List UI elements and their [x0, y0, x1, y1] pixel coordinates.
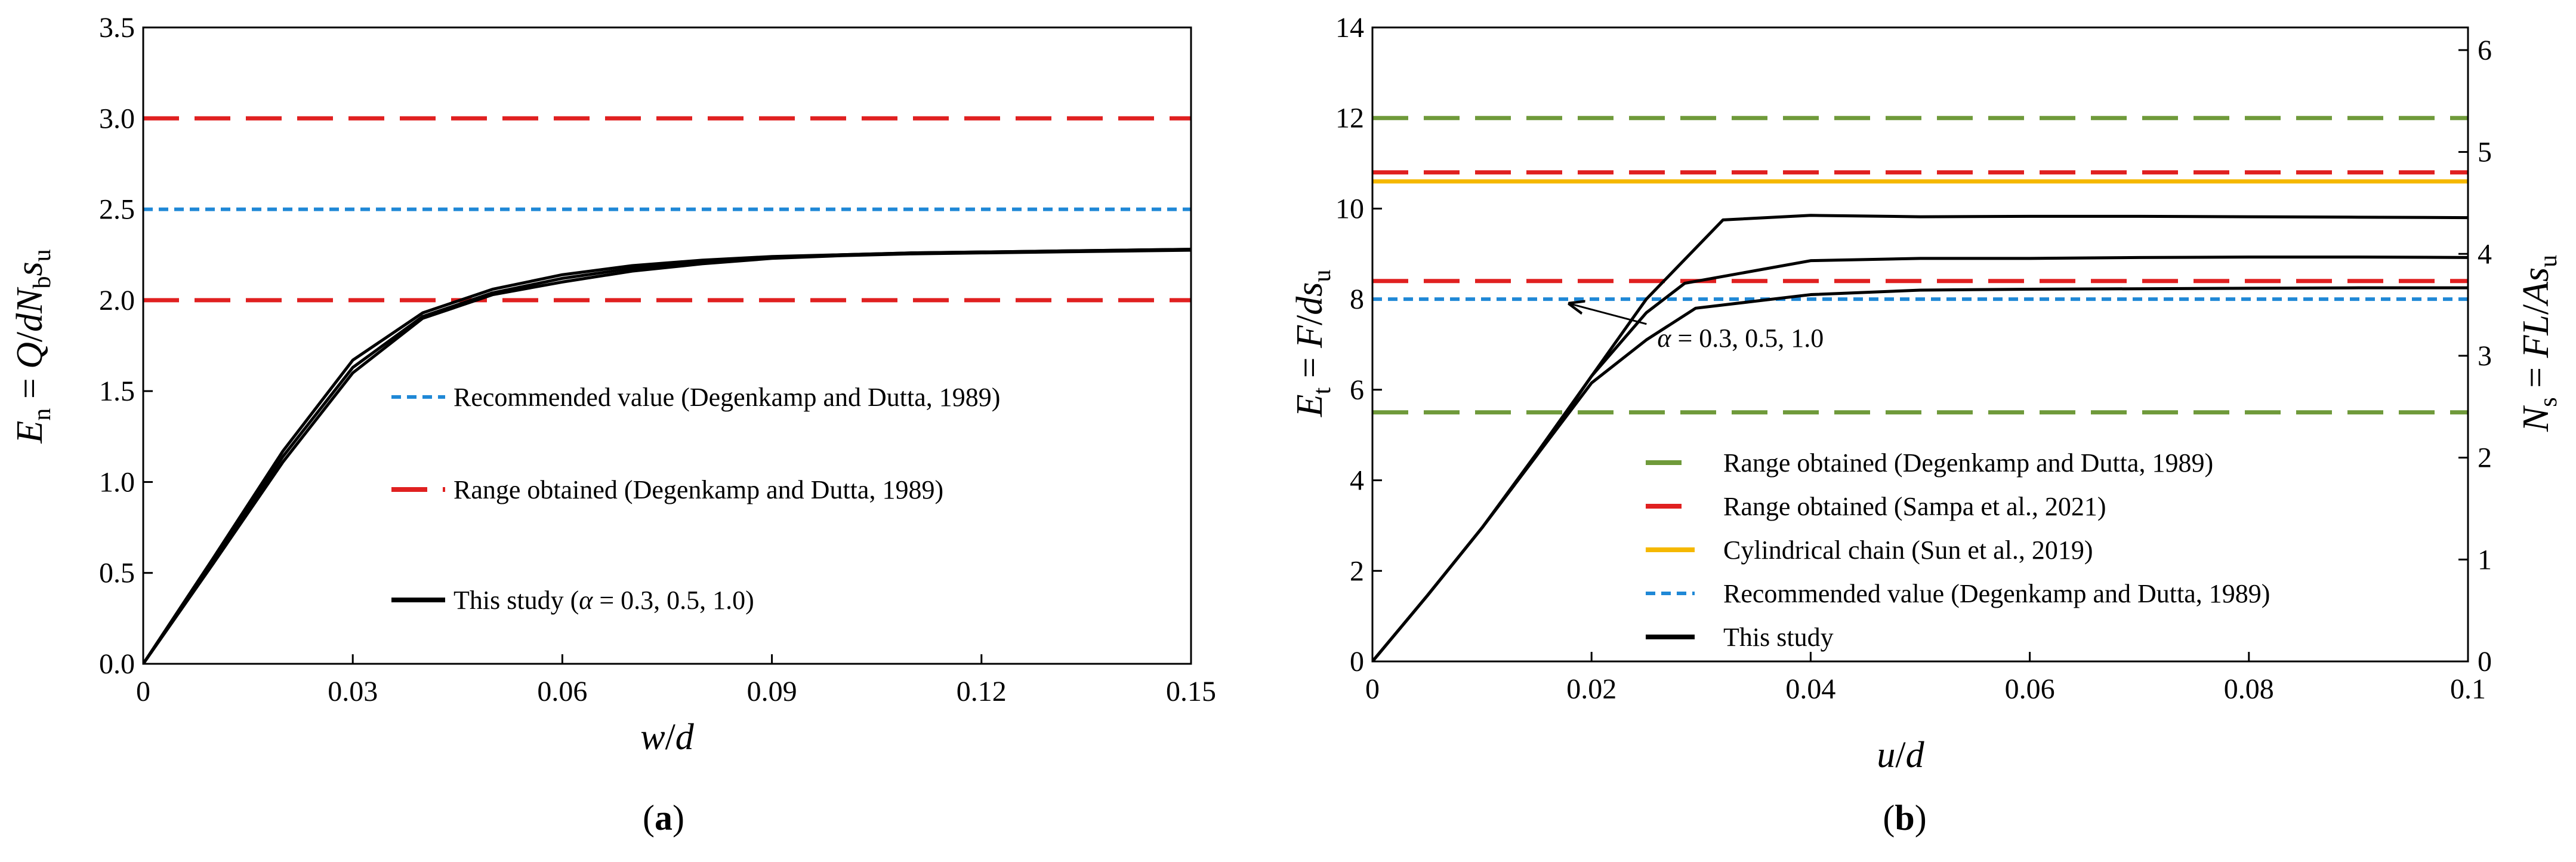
x-tick-label: 0.15	[1166, 676, 1216, 707]
chart-b-plot-frame	[1371, 26, 2469, 663]
y-tick-label: 3.0	[99, 103, 135, 134]
y2-tick-label: 5	[2478, 137, 2492, 168]
chart-b-reference-lines	[1372, 116, 2468, 415]
y-tick-label: 2.5	[99, 194, 135, 226]
y-tick-label: 3.5	[99, 12, 135, 44]
y-tick-label: 6	[1350, 374, 1364, 406]
y2-tick-label: 4	[2478, 238, 2492, 270]
chart-b-legend: Range obtained (Degenkamp and Dutta, 198…	[1646, 448, 2270, 652]
x-tick-label: 0.1	[2450, 673, 2486, 705]
y-tick-label: 0.5	[99, 558, 135, 589]
chart-b-legend-label-range-degenkamp: Range obtained (Degenkamp and Dutta, 198…	[1723, 448, 2213, 478]
y2-tick-label: 0	[2478, 646, 2492, 678]
y-tick-label: 1.5	[99, 375, 135, 407]
chart-b-series	[1372, 214, 2468, 661]
y-tick-label: 12	[1335, 103, 1364, 134]
x-tick-label: 0.03	[328, 676, 378, 707]
chart-b-ticks	[1371, 26, 2469, 663]
chart-a-legend-label-recommended: Recommended value (Degenkamp and Dutta, …	[454, 383, 1000, 412]
x-tick-label: 0.04	[1785, 673, 1835, 705]
x-tick-label: 0.06	[2005, 673, 2055, 705]
chart-a: 0 0.03 0.06 0.09 0.12 0.15 0.0 0.5 1.0 1.5 2.0 2.5…	[10, 12, 1216, 838]
chart-b-legend-label-cylindrical: Cylindrical chain (Sun et al., 2019)	[1723, 535, 2093, 565]
chart-b-y2-axis-label: Ns = FL/Asu	[2516, 255, 2562, 432]
x-tick-label: 0.12	[957, 676, 1007, 707]
chart-a-y-axis-label: En = Q/dNbsu	[10, 249, 56, 444]
y-tick-label: 8	[1350, 284, 1364, 315]
y2-tick-label: 2	[2478, 442, 2492, 474]
chart-a-y-tick-labels: 0.0 0.5 1.0 1.5 2.0 2.5 3.0 3.5	[99, 12, 135, 680]
y-tick-label: 14	[1335, 12, 1364, 44]
y-tick-label: 10	[1335, 193, 1364, 224]
chart-b-annotation-text: α = 0.3, 0.5, 1.0	[1657, 324, 1824, 353]
chart-a-legend-label-this-study: This study (α = 0.3, 0.5, 1.0)	[454, 586, 754, 615]
x-tick-label: 0	[1365, 673, 1380, 705]
y2-tick-label: 6	[2478, 35, 2492, 66]
panel-a-label: (a)	[643, 798, 684, 838]
panel-b-label: (b)	[1883, 798, 1926, 838]
chart-b-x-tick-labels: 0 0.02 0.04 0.06 0.08 0.1	[1365, 673, 2486, 705]
x-tick-label: 0.06	[537, 676, 587, 707]
chart-a-ticks	[142, 26, 1192, 665]
series-line	[1372, 214, 2468, 661]
chart-b-x-axis-label: u/d	[1877, 735, 1924, 775]
chart-b-legend-label-range-sampa: Range obtained (Sampa et al., 2021)	[1723, 492, 2106, 521]
x-tick-label: 0.08	[2224, 673, 2274, 705]
series-line	[143, 248, 1191, 664]
chart-b-y2-tick-labels: 0 1 2 3 4 5 6	[2478, 35, 2492, 678]
chart-b-legend-label-this-study: This study	[1723, 623, 1834, 652]
chart-b-annotation-arrow	[1569, 304, 1647, 325]
y-tick-label: 4	[1350, 465, 1364, 497]
x-tick-label: 0.02	[1566, 673, 1616, 705]
chart-a-x-axis-label: w/d	[640, 717, 695, 758]
chart-a-legend: Recommended value (Degenkamp and Dutta, …	[391, 383, 1000, 615]
y-tick-label: 0	[1350, 646, 1364, 678]
chart-b-legend-label-recommended: Recommended value (Degenkamp and Dutta, …	[1723, 579, 2270, 608]
chart-a-plot-frame	[142, 26, 1192, 665]
y-tick-label: 2	[1350, 555, 1364, 587]
y-tick-label: 2.0	[99, 285, 135, 316]
y2-tick-label: 3	[2478, 340, 2492, 372]
chart-b-y-tick-labels: 0 2 4 6 8 10 12 14	[1335, 12, 1364, 678]
chart-a-series	[143, 248, 1191, 664]
x-tick-label: 0.09	[747, 676, 797, 707]
y-tick-label: 1.0	[99, 466, 135, 498]
chart-a-legend-label-range: Range obtained (Degenkamp and Dutta, 198…	[454, 475, 943, 504]
chart-b-y-axis-label: Et = F/dsu	[1289, 270, 1336, 418]
x-tick-label: 0	[136, 676, 150, 707]
y2-tick-label: 1	[2478, 544, 2492, 575]
y-tick-label: 0.0	[99, 648, 135, 680]
chart-a-x-tick-labels: 0 0.03 0.06 0.09 0.12 0.15	[136, 676, 1216, 707]
chart-a-reference-lines	[143, 116, 1191, 303]
